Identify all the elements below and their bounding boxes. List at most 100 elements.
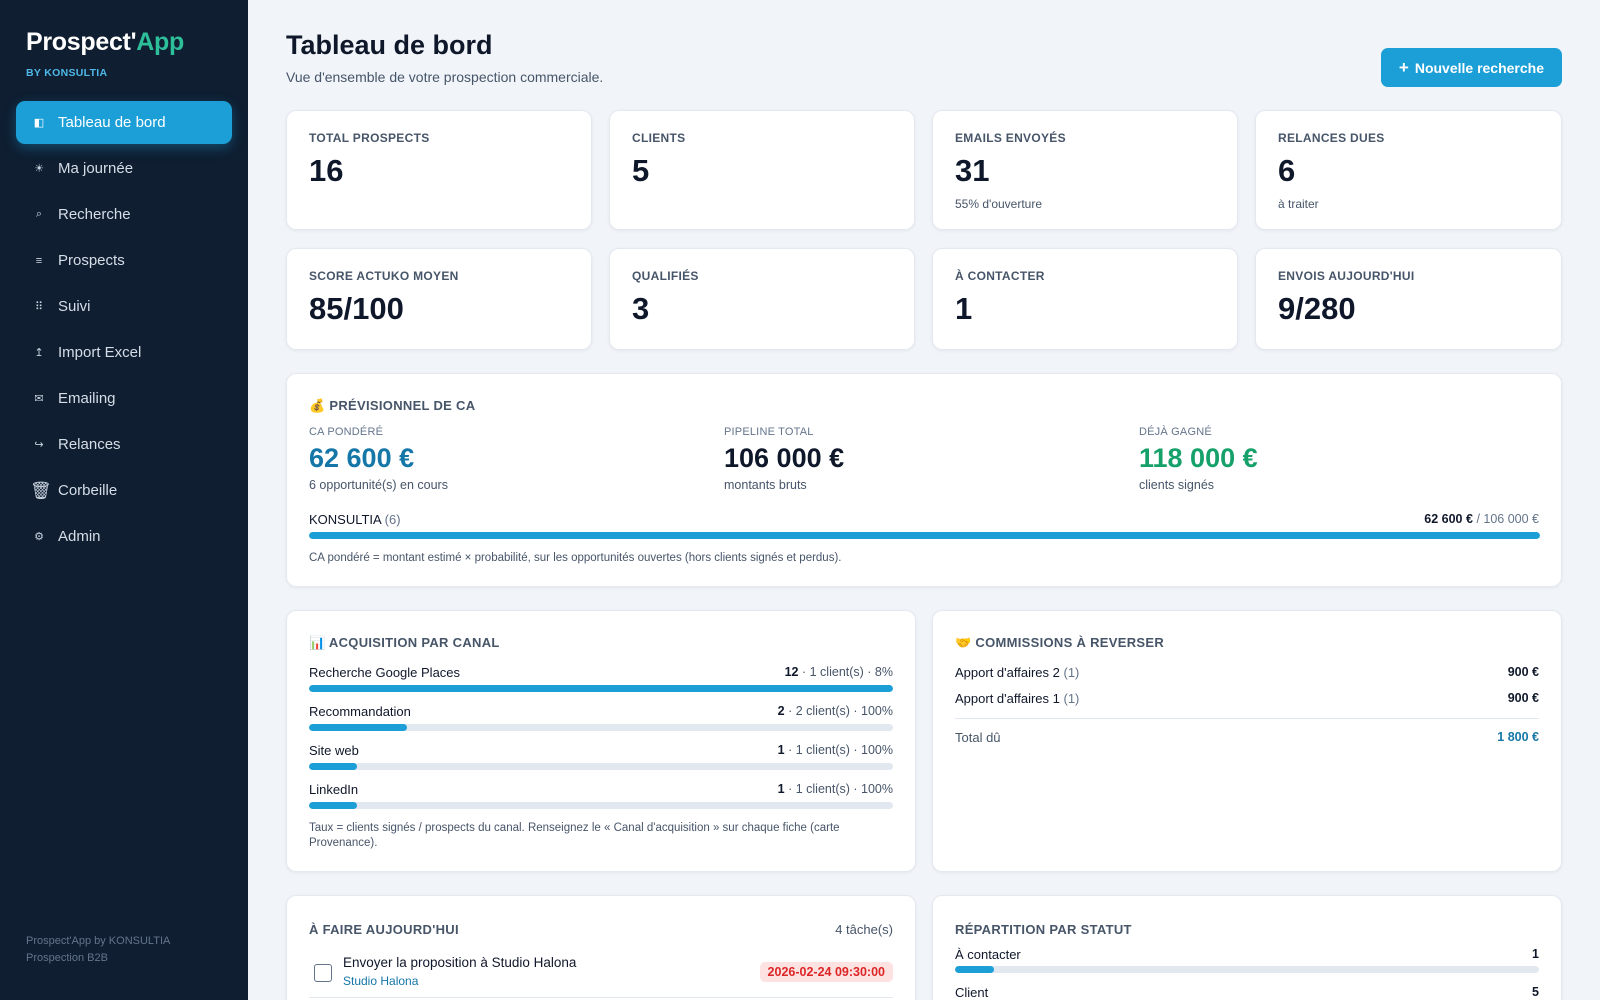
sidebar-item-label: Suivi xyxy=(58,298,91,315)
forecast-bar-amount: 62 600 € / 106 000 € xyxy=(1424,512,1539,526)
task-company-link[interactable]: Studio Halona xyxy=(343,974,419,988)
brand-name: Prospect'App xyxy=(26,28,184,56)
kpi-label: EMAILS ENVOYÉS xyxy=(955,131,1066,145)
page-subtitle: Vue d'ensemble de votre prospection comm… xyxy=(286,69,604,85)
status-title: RÉPARTITION PAR STATUT xyxy=(955,922,1132,937)
channel-name: Recherche Google Places xyxy=(309,665,461,680)
kpi-card-score-moyen: SCORE ACTUKO MOYEN 85/100 xyxy=(286,248,592,350)
kpi-note: 55% d'ouverture xyxy=(955,197,1043,211)
kpi-value: 3 xyxy=(632,291,650,326)
commissions-card: 🤝 COMMISSIONS À REVERSER Apport d'affair… xyxy=(932,610,1562,872)
commission-total-label: Total dû xyxy=(955,730,1001,745)
sidebar-item-prospects[interactable]: ≡ Prospects xyxy=(16,239,232,282)
todo-divider xyxy=(309,997,893,998)
channel-bar-fill xyxy=(309,724,407,731)
commission-amount: 900 € xyxy=(1507,665,1539,679)
list-icon: ≡ xyxy=(35,254,43,267)
channel-bar-fill xyxy=(309,802,358,809)
forecast-bar-label: KONSULTIA (6) xyxy=(309,512,401,527)
kpi-label: QUALIFIÉS xyxy=(632,269,699,283)
todo-title: À FAIRE AUJOURD'HUI xyxy=(309,922,459,937)
kpi-value: 1 xyxy=(955,291,973,326)
forecast-label: CA PONDÉRÉ xyxy=(309,426,384,438)
commission-amount: 900 € xyxy=(1507,691,1539,705)
kpi-label: RELANCES DUES xyxy=(1278,131,1385,145)
kpi-value: 9/280 xyxy=(1278,291,1356,326)
kpi-label: TOTAL PROSPECTS xyxy=(309,131,430,145)
forecast-note: montants bruts xyxy=(724,478,807,492)
forecast-value: 62 600 € xyxy=(309,443,415,473)
sidebar-item-suivi[interactable]: ⠿ Suivi xyxy=(16,285,232,328)
kpi-value: 16 xyxy=(309,153,344,188)
upload-icon: ↥ xyxy=(34,347,44,359)
sidebar-item-label: Ma journée xyxy=(58,160,134,177)
channel-bar xyxy=(309,763,893,770)
sidebar-item-corbeille[interactable]: 🗑 Corbeille xyxy=(16,469,232,512)
status-value: 1 xyxy=(1532,947,1539,961)
sidebar-item-tableau-de-bord[interactable]: ◧ Tableau de bord xyxy=(16,101,232,144)
status-card: RÉPARTITION PAR STATUT À contacter 1 Cli… xyxy=(932,895,1562,1000)
acquisition-title: 📊 ACQUISITION PAR CANAL xyxy=(309,635,500,650)
todo-card: À FAIRE AUJOURD'HUI 4 tâche(s) Envoyer l… xyxy=(286,895,916,1000)
forecast-progress-bar xyxy=(309,532,1540,539)
kpi-value: 85/100 xyxy=(309,291,404,326)
task-title[interactable]: Envoyer la proposition à Studio Halona xyxy=(343,955,577,970)
status-name: Client xyxy=(955,985,989,1000)
kpi-label: SCORE ACTUKO MOYEN xyxy=(309,269,459,283)
sidebar-item-emailing[interactable]: ✉ Emailing xyxy=(16,377,232,420)
plus-icon: + xyxy=(1398,57,1409,77)
channel-stats: 12 · 1 client(s) · 8% xyxy=(784,665,893,679)
forecast-progress-fill xyxy=(309,532,1540,539)
forecast-note: 6 opportunité(s) en cours xyxy=(309,478,448,492)
forecast-note: clients signés xyxy=(1139,478,1215,492)
channel-bar xyxy=(309,685,893,692)
footer-line: Prospection B2B xyxy=(26,952,108,964)
forecast-label: DÉJÀ GAGNÉ xyxy=(1139,426,1212,438)
sun-icon: ☀ xyxy=(34,163,44,175)
kpi-card-envois-aujourdhui: ENVOIS AUJOURD'HUI 9/280 xyxy=(1255,248,1562,350)
commission-total-value: 1 800 € xyxy=(1497,730,1539,744)
kpi-card-relances-dues: RELANCES DUES 6 à traiter xyxy=(1255,110,1562,230)
page-title: Tableau de bord xyxy=(286,30,493,60)
mail-icon: ✉ xyxy=(34,393,44,405)
forecast-value: 118 000 € xyxy=(1139,443,1258,473)
channel-bar-fill xyxy=(309,763,358,770)
sidebar-item-label: Import Excel xyxy=(58,344,142,361)
channel-name: LinkedIn xyxy=(309,782,359,797)
sidebar-item-import-excel[interactable]: ↥ Import Excel xyxy=(16,331,232,374)
acquisition-card: 📊 ACQUISITION PAR CANAL Recherche Google… xyxy=(286,610,916,872)
kpi-note: à traiter xyxy=(1278,197,1319,211)
channel-name: Recommandation xyxy=(309,704,411,719)
redo-arrow-icon: ↪ xyxy=(34,439,44,451)
sidebar-item-ma-journee[interactable]: ☀ Ma journée xyxy=(16,147,232,190)
sidebar-item-admin[interactable]: ⚙ Admin xyxy=(16,515,232,558)
forecast-card: 💰 PRÉVISIONNEL DE CA CA PONDÉRÉ 62 600 €… xyxy=(286,373,1562,587)
sidebar-item-label: Admin xyxy=(58,528,101,545)
new-search-button-label: Nouvelle recherche xyxy=(1414,59,1544,76)
kpi-card-clients: CLIENTS 5 xyxy=(609,110,915,230)
brand-logo[interactable]: Prospect'App BY KONSULTIA xyxy=(26,28,184,79)
channel-stats: 2 · 2 client(s) · 100% xyxy=(777,704,893,718)
forecast-ca-pondere: CA PONDÉRÉ 62 600 € 6 opportunité(s) en … xyxy=(309,426,448,492)
sidebar-item-relances[interactable]: ↪ Relances xyxy=(16,423,232,466)
task-checkbox[interactable] xyxy=(314,964,332,982)
kpi-card-emails-envoyes: EMAILS ENVOYÉS 31 55% d'ouverture xyxy=(932,110,1238,230)
sidebar-item-label: Recherche xyxy=(58,206,131,223)
sidebar-item-label: Corbeille xyxy=(58,482,118,499)
channel-stats: 1 · 1 client(s) · 100% xyxy=(777,743,893,757)
task-due-date: 2026-02-24 09:30:00 xyxy=(759,962,893,982)
dashboard-icon: ◧ xyxy=(33,117,45,129)
new-search-button[interactable]: + Nouvelle recherche xyxy=(1380,48,1562,87)
sidebar-item-label: Prospects xyxy=(58,252,125,269)
sidebar: Prospect'App BY KONSULTIA ◧ Tableau de bo… xyxy=(0,0,248,1000)
sidebar-nav: ◧ Tableau de bord ☀ Ma journée ⌕ Recherche … xyxy=(16,101,232,561)
sidebar-item-label: Relances xyxy=(58,436,121,453)
sidebar-item-recherche[interactable]: ⌕ Recherche xyxy=(16,193,232,236)
kanban-icon: ⠿ xyxy=(34,301,44,313)
commissions-title: 🤝 COMMISSIONS À REVERSER xyxy=(955,635,1165,650)
trash-icon: 🗑 xyxy=(30,480,52,500)
sidebar-item-label: Tableau de bord xyxy=(58,114,166,131)
kpi-label: ENVOIS AUJOURD'HUI xyxy=(1278,269,1415,283)
kpi-value: 31 xyxy=(955,153,990,188)
forecast-footnote: CA pondéré = montant estimé × probabilit… xyxy=(309,552,842,564)
